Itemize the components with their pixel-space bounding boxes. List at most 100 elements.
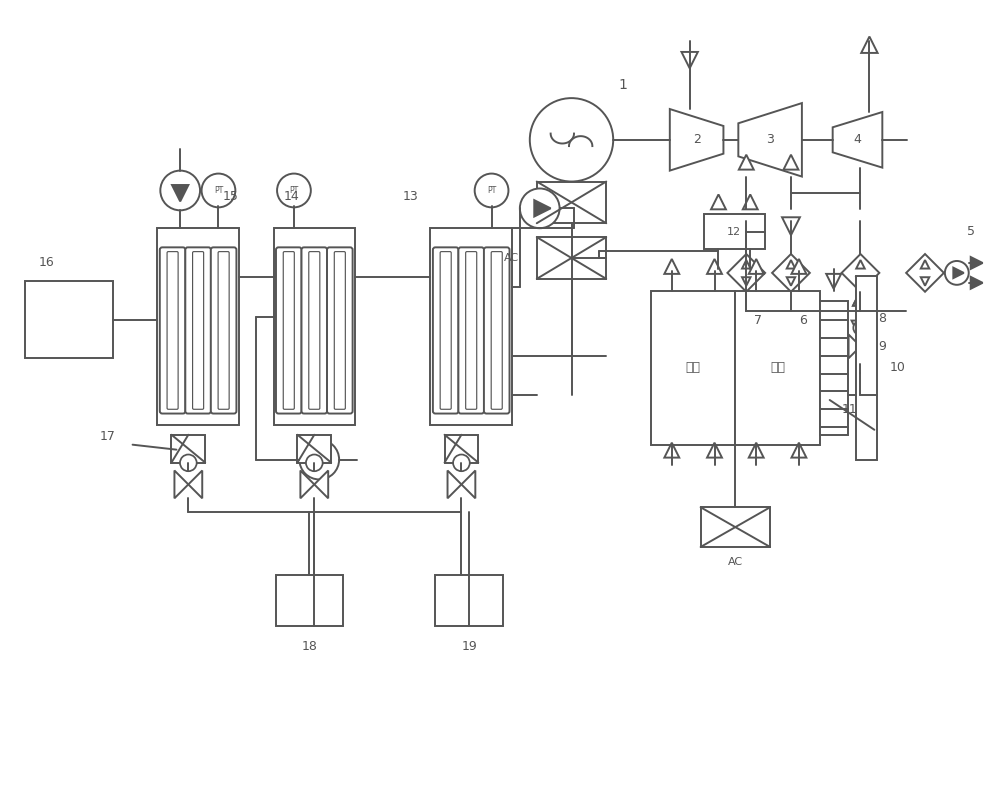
Circle shape: [520, 189, 560, 228]
Bar: [820, 301, 848, 434]
Polygon shape: [534, 200, 551, 217]
FancyBboxPatch shape: [211, 247, 236, 414]
Text: 11: 11: [842, 403, 857, 417]
Bar: [430, 228, 512, 425]
Polygon shape: [707, 442, 722, 458]
Polygon shape: [742, 278, 751, 286]
Polygon shape: [737, 218, 755, 235]
Polygon shape: [833, 112, 882, 168]
Polygon shape: [787, 278, 795, 286]
Circle shape: [277, 174, 311, 207]
Circle shape: [299, 440, 339, 479]
Polygon shape: [784, 290, 798, 306]
Bar: [274, 228, 355, 425]
Polygon shape: [174, 470, 188, 498]
Polygon shape: [861, 37, 878, 53]
Circle shape: [853, 321, 868, 335]
Circle shape: [202, 174, 235, 207]
Text: 15: 15: [223, 190, 238, 203]
FancyBboxPatch shape: [302, 247, 327, 414]
Text: 19: 19: [461, 640, 477, 653]
Polygon shape: [664, 442, 679, 458]
Polygon shape: [749, 442, 764, 458]
Bar: [157, 228, 239, 425]
FancyBboxPatch shape: [309, 252, 320, 410]
Polygon shape: [738, 103, 802, 177]
Text: 7: 7: [754, 314, 762, 327]
Polygon shape: [971, 257, 983, 269]
Polygon shape: [853, 290, 868, 306]
FancyBboxPatch shape: [276, 247, 302, 414]
Bar: [537, 237, 606, 279]
Bar: [537, 182, 606, 223]
Circle shape: [453, 454, 470, 471]
Polygon shape: [856, 260, 865, 269]
Circle shape: [180, 454, 197, 471]
Polygon shape: [842, 254, 879, 292]
Text: PT: PT: [289, 186, 299, 195]
Polygon shape: [791, 259, 806, 274]
Text: AC: AC: [728, 557, 743, 567]
Text: 6: 6: [799, 314, 807, 327]
FancyBboxPatch shape: [334, 252, 345, 410]
Polygon shape: [448, 470, 461, 498]
Polygon shape: [971, 277, 983, 289]
FancyBboxPatch shape: [218, 252, 229, 410]
Text: 17: 17: [100, 430, 116, 443]
Polygon shape: [787, 260, 795, 269]
Polygon shape: [906, 254, 944, 292]
Polygon shape: [749, 259, 764, 274]
FancyBboxPatch shape: [433, 247, 458, 414]
Polygon shape: [782, 218, 800, 235]
Bar: [435, 574, 503, 626]
Polygon shape: [953, 268, 964, 278]
FancyBboxPatch shape: [327, 247, 353, 414]
Polygon shape: [852, 321, 869, 338]
Polygon shape: [856, 278, 865, 286]
Bar: [297, 434, 331, 462]
Text: 阴极: 阴极: [686, 362, 701, 374]
Polygon shape: [461, 470, 475, 498]
Polygon shape: [314, 451, 330, 468]
Polygon shape: [921, 278, 929, 286]
Text: PT: PT: [487, 186, 496, 195]
FancyBboxPatch shape: [185, 247, 211, 414]
Bar: [701, 507, 770, 547]
Polygon shape: [743, 194, 758, 210]
Polygon shape: [784, 154, 798, 170]
FancyBboxPatch shape: [491, 252, 502, 410]
Polygon shape: [664, 259, 679, 274]
Bar: [276, 574, 343, 626]
Bar: [704, 214, 765, 249]
Polygon shape: [711, 194, 726, 210]
FancyBboxPatch shape: [458, 247, 484, 414]
Text: PT: PT: [214, 186, 223, 195]
Circle shape: [530, 98, 613, 182]
Polygon shape: [826, 274, 841, 289]
Text: 8: 8: [878, 312, 886, 325]
Text: 10: 10: [889, 362, 905, 374]
Circle shape: [306, 454, 323, 471]
Polygon shape: [314, 470, 328, 498]
Circle shape: [475, 174, 508, 207]
Text: 5: 5: [967, 225, 975, 238]
Bar: [25, 281, 113, 358]
Text: 13: 13: [403, 190, 419, 203]
FancyBboxPatch shape: [160, 247, 185, 414]
Text: 阳极: 阳极: [770, 362, 785, 374]
Text: 12: 12: [727, 226, 741, 237]
Polygon shape: [849, 334, 860, 358]
FancyBboxPatch shape: [466, 252, 477, 410]
Polygon shape: [739, 154, 754, 170]
Polygon shape: [921, 260, 929, 269]
FancyBboxPatch shape: [283, 252, 294, 410]
Polygon shape: [188, 470, 202, 498]
Polygon shape: [172, 185, 188, 202]
Polygon shape: [707, 259, 722, 274]
Polygon shape: [727, 254, 765, 292]
Text: 16: 16: [38, 257, 54, 270]
Text: 14: 14: [284, 190, 299, 203]
Polygon shape: [742, 260, 751, 269]
Text: 2: 2: [693, 134, 701, 146]
Polygon shape: [853, 290, 868, 306]
